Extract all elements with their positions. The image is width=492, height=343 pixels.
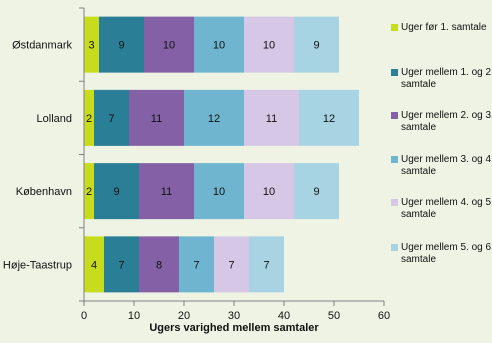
legend-label-2-line-2: samtale <box>401 79 436 90</box>
bar-ostdanmark-series-4 <box>194 16 244 73</box>
bar-kobenhavn-series-1 <box>84 163 94 220</box>
data-label-lolland-series-5: 11 <box>266 113 277 125</box>
bar-lolland-series-2 <box>94 89 129 146</box>
category-label-lolland: Lolland <box>37 113 72 125</box>
bar-hoje-taastrup-series-4 <box>179 236 214 293</box>
legend-swatch-3 <box>391 112 398 119</box>
data-label-ostdanmark-series-4: 10 <box>213 40 225 52</box>
bar-lolland-series-3 <box>129 89 184 146</box>
data-label-hoje-taastrup-series-1: 4 <box>91 259 97 271</box>
x-tick-label-0: 0 <box>81 310 87 322</box>
data-label-hoje-taastrup-series-6: 7 <box>263 259 269 271</box>
legend-label-3: Uger mellem 2. og 3. samtale <box>401 110 492 133</box>
legend-swatch-6 <box>391 244 398 251</box>
bar-kobenhavn-series-4 <box>194 163 244 220</box>
data-label-ostdanmark-series-2: 9 <box>118 40 124 52</box>
bar-ostdanmark-series-1 <box>84 16 99 73</box>
data-label-hoje-taastrup-series-2: 7 <box>118 259 124 271</box>
legend-label-3-line-1: Uger mellem 2. og 3. <box>401 110 492 121</box>
data-label-ostdanmark-series-1: 3 <box>88 40 94 52</box>
legend-label-6-line-2: samtale <box>401 254 436 265</box>
legend-swatch-2 <box>391 69 398 76</box>
legend-label-5: Uger mellem 4. og 5. samtale <box>401 197 492 220</box>
x-tick-label-40: 40 <box>278 310 290 322</box>
data-label-lolland-series-6: 12 <box>323 113 335 125</box>
data-label-hoje-taastrup-series-5: 7 <box>228 259 234 271</box>
legend-swatch-5 <box>391 199 398 206</box>
legend-swatch-4 <box>391 156 398 163</box>
category-label-kobenhavn: København <box>16 186 72 198</box>
x-tick-label-30: 30 <box>228 310 240 322</box>
bar-hoje-taastrup-series-5 <box>214 236 249 293</box>
bar-kobenhavn-series-6 <box>294 163 339 220</box>
bar-ostdanmark-series-3 <box>144 16 194 73</box>
legend-label-1-line-1: Uger før 1. samtale <box>401 22 487 33</box>
x-tick-label-10: 10 <box>128 310 140 322</box>
x-axis-title: Ugers varighed mellem samtaler <box>149 322 319 334</box>
bar-ostdanmark-series-2 <box>99 16 144 73</box>
x-tick-label-60: 60 <box>378 310 390 322</box>
data-label-kobenhavn-series-2: 9 <box>113 186 119 198</box>
bar-lolland-series-1 <box>84 89 94 146</box>
bar-lolland-series-4 <box>184 89 244 146</box>
bar-kobenhavn-series-5 <box>244 163 294 220</box>
data-label-lolland-series-4: 12 <box>208 113 220 125</box>
legend-label-4-line-1: Uger mellem 3. og 4. <box>401 154 492 165</box>
data-label-kobenhavn-series-6: 9 <box>313 186 319 198</box>
bar-lolland-series-5 <box>244 89 299 146</box>
bar-hoje-taastrup-series-3 <box>139 236 179 293</box>
bar-kobenhavn-series-2 <box>94 163 139 220</box>
data-label-lolland-series-1: 2 <box>86 113 92 125</box>
bar-hoje-taastrup-series-6 <box>249 236 284 293</box>
legend-label-1: Uger før 1. samtale <box>401 22 487 33</box>
x-tick-label-50: 50 <box>328 310 340 322</box>
legend-label-5-line-1: Uger mellem 4. og 5. <box>401 197 492 208</box>
bar-hoje-taastrup-series-1 <box>84 236 104 293</box>
legend-label-2-line-1: Uger mellem 1. og 2. <box>401 67 492 78</box>
data-label-kobenhavn-series-3: 11 <box>161 186 172 198</box>
legend-label-6: Uger mellem 5. og 6. samtale <box>401 242 492 265</box>
data-label-hoje-taastrup-series-3: 8 <box>156 259 162 271</box>
legend-swatch-1 <box>391 24 398 31</box>
x-tick-label-20: 20 <box>178 310 190 322</box>
legend-label-5-line-2: samtale <box>401 209 436 220</box>
data-label-kobenhavn-series-4: 10 <box>213 186 225 198</box>
bar-lolland-series-6 <box>299 89 359 146</box>
data-label-kobenhavn-series-1: 2 <box>86 186 92 198</box>
category-label-hoje-taastrup: Høje-Taastrup <box>3 259 72 271</box>
bar-hoje-taastrup-series-2 <box>104 236 139 293</box>
data-label-ostdanmark-series-5: 10 <box>263 40 275 52</box>
data-label-ostdanmark-series-3: 10 <box>163 40 175 52</box>
data-label-hoje-taastrup-series-4: 7 <box>193 259 199 271</box>
bar-kobenhavn-series-3 <box>139 163 194 220</box>
data-label-lolland-series-2: 7 <box>108 113 114 125</box>
data-label-kobenhavn-series-5: 10 <box>263 186 275 198</box>
legend-label-4-line-2: samtale <box>401 166 436 177</box>
legend-label-4: Uger mellem 3. og 4. samtale <box>401 154 492 177</box>
bar-ostdanmark-series-6 <box>294 16 339 73</box>
legend-label-2: Uger mellem 1. og 2. samtale <box>401 67 492 90</box>
bar-ostdanmark-series-5 <box>244 16 294 73</box>
legend-label-3-line-2: samtale <box>401 122 436 133</box>
data-label-ostdanmark-series-6: 9 <box>313 40 319 52</box>
legend-label-6-line-1: Uger mellem 5. og 6. <box>401 242 492 253</box>
data-label-lolland-series-3: 11 <box>151 113 162 125</box>
category-label-ostdanmark: Østdanmark <box>12 40 72 52</box>
